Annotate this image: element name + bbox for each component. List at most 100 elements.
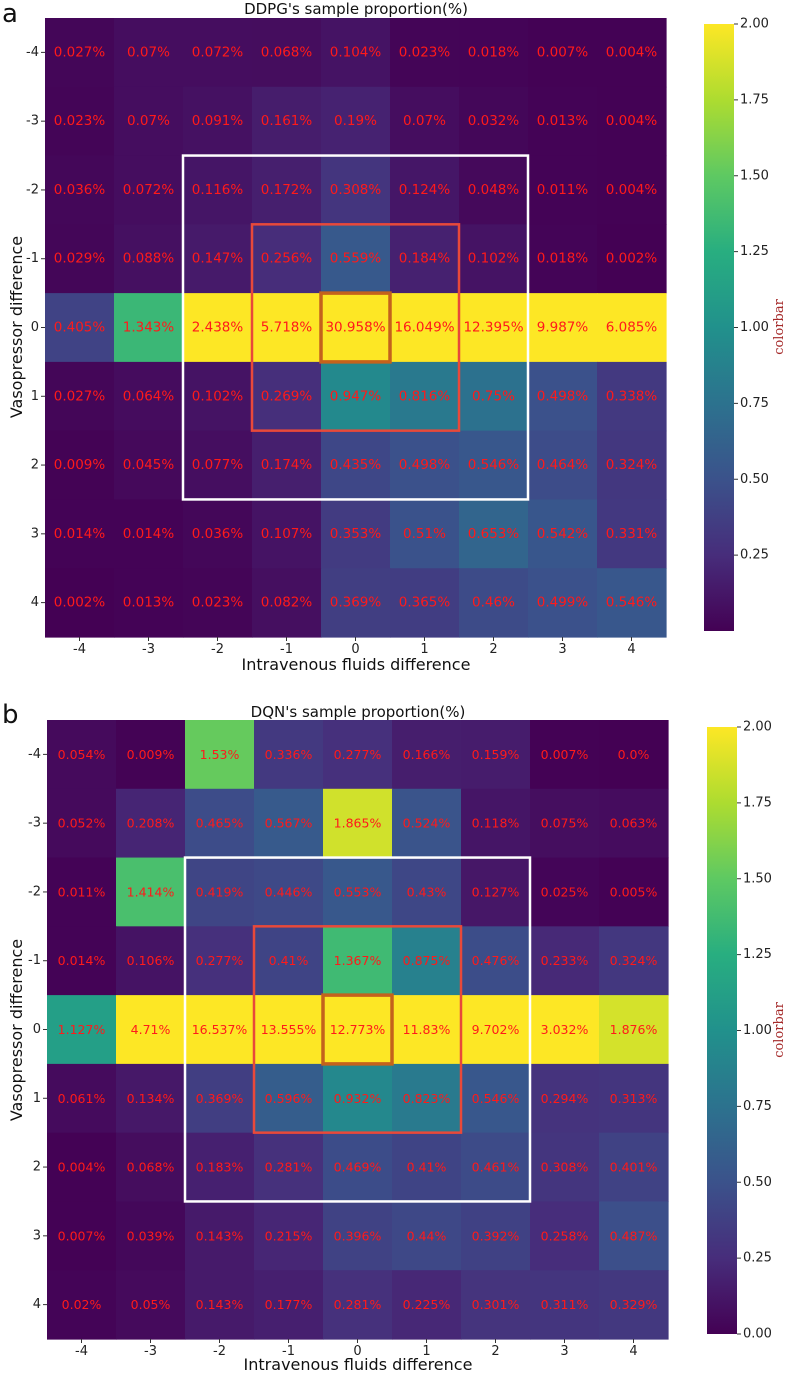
cell-value-label: 12.773% xyxy=(330,1022,386,1037)
cell-value-label: 0.027% xyxy=(54,44,106,60)
heatmap-cell xyxy=(45,224,115,294)
cell-value-label: 0.174% xyxy=(261,457,313,473)
heatmap-cell xyxy=(392,720,462,790)
x-tick-label: 4 xyxy=(629,1344,637,1359)
heatmap-cell xyxy=(599,1063,669,1134)
cell-value-label: 0.018% xyxy=(468,44,520,60)
heatmap-cell xyxy=(321,568,391,638)
heatmap-cell xyxy=(323,1063,393,1134)
cell-value-label: 1.127% xyxy=(58,1022,106,1037)
heatmap-cell xyxy=(528,293,598,363)
cell-value-label: 0.159% xyxy=(472,747,520,762)
cell-value-label: 0.392% xyxy=(472,1228,520,1243)
heatmap-cell xyxy=(390,568,460,638)
cell-value-label: 0.134% xyxy=(127,1091,175,1106)
heatmap-cell xyxy=(252,430,322,501)
cell-value-label: 0.277% xyxy=(334,747,382,762)
colorbar-label: colorbar xyxy=(772,1001,786,1057)
cell-value-label: 0.009% xyxy=(127,747,175,762)
heatmap-cell xyxy=(185,720,255,790)
heatmap-cell xyxy=(47,720,117,790)
cell-value-label: 0.369% xyxy=(196,1091,244,1106)
heatmap-cell xyxy=(597,361,667,432)
cell-value-label: 0.596% xyxy=(265,1091,313,1106)
heatmap-cells: 0.054% 0.009% 1.53% 0.336% 0.277% 0.166% 0.159… xyxy=(47,720,669,1340)
heatmap-cell xyxy=(528,155,598,225)
cell-value-label: 0.546% xyxy=(472,1091,520,1106)
heatmap-cell xyxy=(461,788,531,859)
cell-value-label: 0.875% xyxy=(403,953,451,968)
cell-value-label: 0.036% xyxy=(192,526,244,542)
heatmap-cell xyxy=(254,1270,324,1340)
heatmap-cell xyxy=(459,361,529,432)
cell-value-label: 0.029% xyxy=(54,251,106,267)
cell-value-label: 0.005% xyxy=(610,884,658,899)
cell-value-label: 0.147% xyxy=(192,251,244,267)
cell-value-label: 0.269% xyxy=(261,388,313,404)
x-tick-label: 2 xyxy=(489,642,497,657)
colorbar-tick-label: 0.75 xyxy=(743,1099,772,1114)
colorbar-ticks: 0.25 0.50 0.75 1.00 1.25 1.50 1.75 2.00 xyxy=(734,17,769,563)
cell-value-label: 0.396% xyxy=(334,1228,382,1243)
heatmap-cell xyxy=(114,568,184,638)
cell-value-label: 0.172% xyxy=(261,182,313,198)
cell-value-label: 4.71% xyxy=(131,1022,171,1037)
heatmap-cell xyxy=(183,86,253,157)
heatmap-cell xyxy=(459,86,529,157)
cell-value-label: 0.461% xyxy=(472,1160,520,1175)
heatmap-cell xyxy=(530,788,600,859)
colorbar-tick-label: 0.25 xyxy=(743,1251,772,1266)
cell-value-label: 0.446% xyxy=(265,884,313,899)
cell-value-label: 0.353% xyxy=(330,526,382,542)
cell-value-label: 0.009% xyxy=(54,457,106,473)
cell-value-label: 0.166% xyxy=(403,747,451,762)
heatmap-cell xyxy=(323,857,393,927)
cell-value-label: 0.546% xyxy=(606,595,658,611)
heatmap-cell xyxy=(390,430,460,501)
colorbar-tick-label: 1.50 xyxy=(740,168,769,183)
heatmap-cell xyxy=(116,1201,186,1271)
cell-value-label: 0.027% xyxy=(54,388,106,404)
heatmap-cell xyxy=(530,995,600,1065)
heatmap-cell xyxy=(45,86,115,157)
heatmap-cell xyxy=(599,995,669,1065)
heatmap-cell xyxy=(461,1201,531,1271)
cell-value-label: 0.405% xyxy=(54,320,106,336)
x-tick-label: -3 xyxy=(142,642,155,657)
cell-value-label: 0.498% xyxy=(537,388,589,404)
cell-value-label: 0.014% xyxy=(54,526,106,542)
heatmap-cell xyxy=(530,720,600,790)
heatmap-cell xyxy=(461,1132,531,1203)
heatmap-cell xyxy=(45,293,115,363)
cell-value-label: 0.308% xyxy=(541,1160,589,1175)
y-tick-label: -2 xyxy=(26,182,39,197)
y-tick-label: 3 xyxy=(33,1228,41,1243)
heatmap-cell xyxy=(45,430,115,501)
cell-value-label: 0.077% xyxy=(192,457,244,473)
heatmap-cell xyxy=(461,857,531,927)
cell-value-label: 0.124% xyxy=(399,182,451,198)
x-tick-label: -2 xyxy=(211,642,224,657)
x-tick-label: 4 xyxy=(627,642,635,657)
cell-value-label: 0.369% xyxy=(330,595,382,611)
cell-value-label: 0.44% xyxy=(407,1228,447,1243)
heatmap-cell xyxy=(390,293,460,363)
highlight-box xyxy=(252,925,463,1134)
cell-value-label: 1.367% xyxy=(334,953,382,968)
heatmap-cell xyxy=(392,788,462,859)
cell-value-label: 0.215% xyxy=(265,1228,313,1243)
cell-value-label: 0.324% xyxy=(610,953,658,968)
cell-value-label: 0.294% xyxy=(541,1091,589,1106)
cell-value-label: 0.365% xyxy=(399,595,451,611)
heatmap-cell xyxy=(530,1201,600,1271)
heatmap-cell xyxy=(254,788,324,859)
panel-letter: b xyxy=(2,700,19,730)
heatmap-cell xyxy=(321,224,391,294)
heatmap-cell xyxy=(183,18,253,88)
heatmap-cell xyxy=(185,1270,255,1340)
cell-value-label: 0.07% xyxy=(127,44,170,60)
heatmap-cell xyxy=(116,926,186,996)
heatmap-cell xyxy=(185,1201,255,1271)
cell-value-label: 1.876% xyxy=(610,1022,658,1037)
